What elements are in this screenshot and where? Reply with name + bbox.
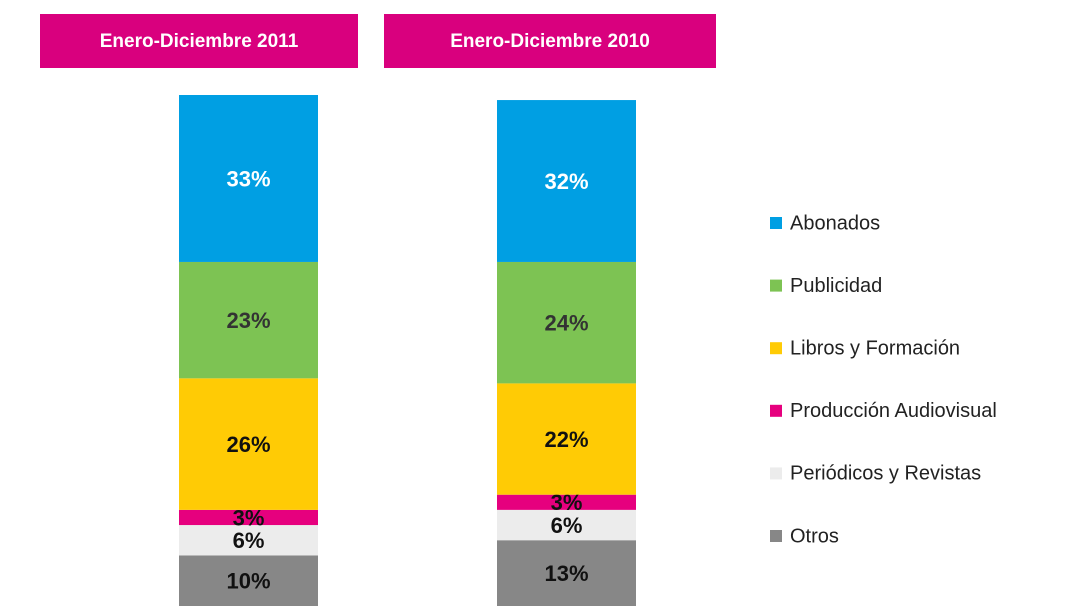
value-label: 33% [226,166,270,191]
legend-label: Abonados [790,212,880,234]
bar-segment [497,261,636,384]
bar-segment [497,100,636,262]
legend-label: Libros y Formación [790,337,960,359]
bar-segment [179,95,318,262]
header-box [384,14,716,68]
value-label: 24% [544,310,588,335]
bar-segment [179,378,318,510]
value-label: 32% [544,169,588,194]
legend-label: Periódicos y Revistas [790,463,981,485]
bar-segment [497,494,636,510]
bar-segment [179,555,318,606]
legend-label: Producción Audiovisual [790,400,997,422]
header-box [40,14,358,68]
legend-label: Otros [790,525,839,547]
value-label: 23% [226,308,270,333]
legend-swatch [770,530,782,542]
value-label: 6% [551,513,583,538]
value-label: 10% [226,569,270,594]
value-label: 6% [233,528,265,553]
header-label: Enero-Diciembre 2010 [450,31,650,52]
value-label: 22% [544,427,588,452]
legend-label: Publicidad [790,275,882,297]
bar-segment [179,509,318,526]
value-label: 13% [544,561,588,586]
bar-segment [497,383,636,495]
bar-segment [497,540,636,606]
bar-segment [179,525,318,556]
legend-swatch [770,467,782,480]
header-label: Enero-Diciembre 2011 [100,31,299,52]
bar-segment [497,509,636,541]
legend-swatch [770,217,782,229]
legend-swatch [770,342,782,355]
bar-segment [179,261,318,379]
legend-swatch [770,279,782,292]
legend-swatch [770,404,782,417]
value-label: 26% [226,432,270,457]
